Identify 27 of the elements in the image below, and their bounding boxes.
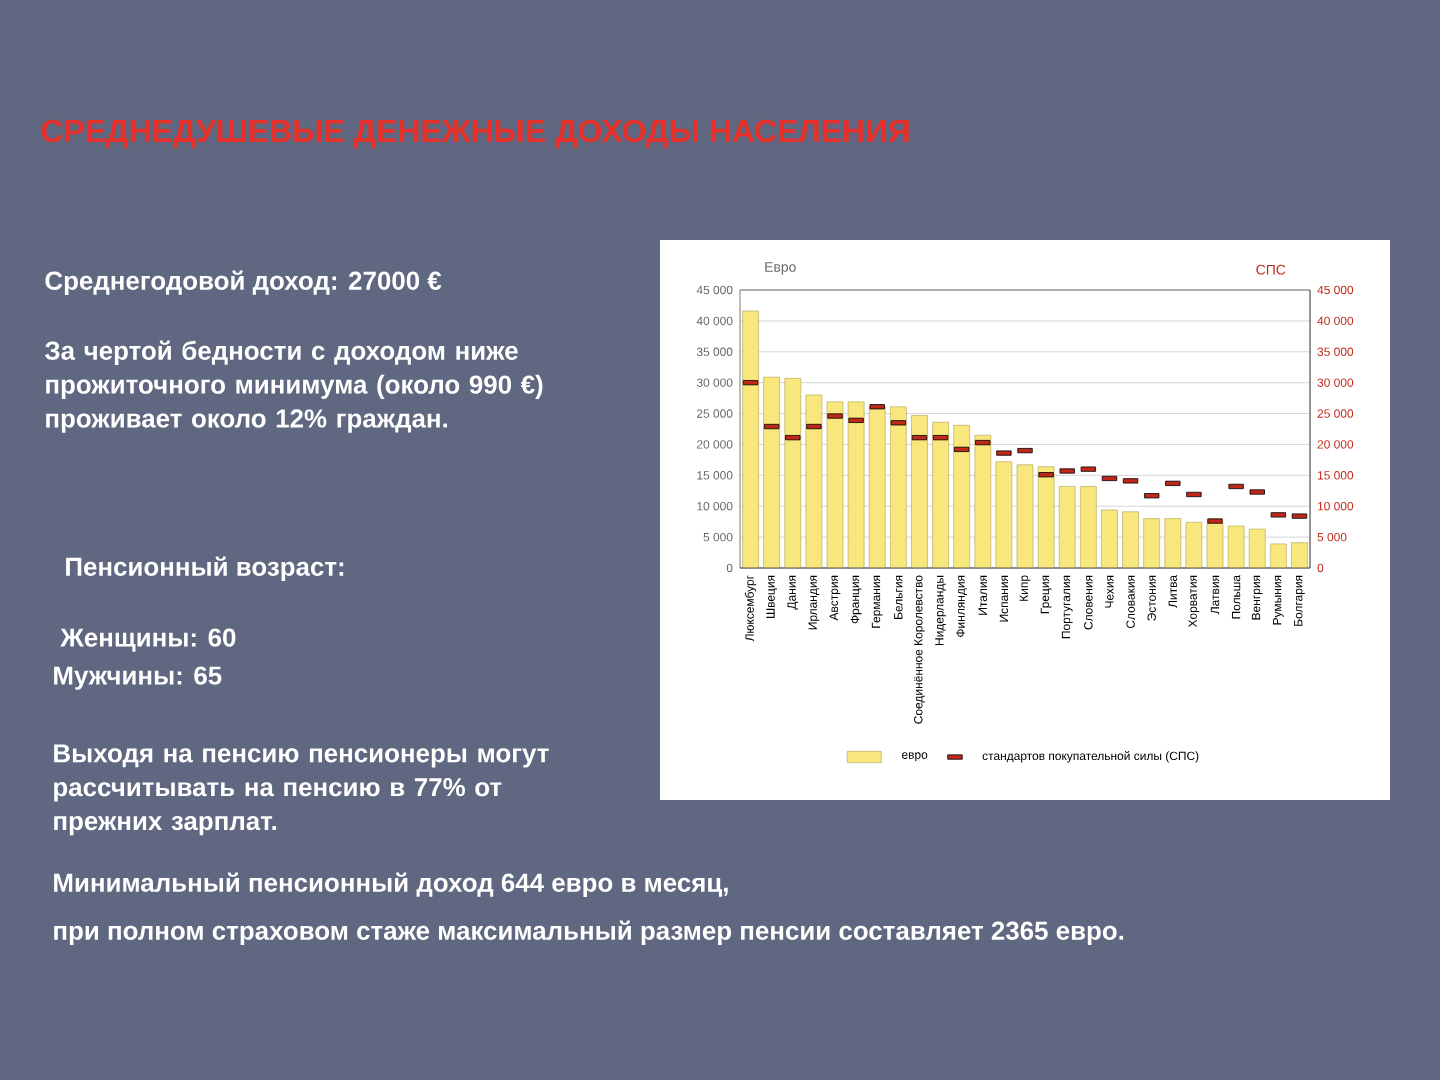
text: Выходя на пенсию пенсионеры могут рассчитывать на пенсию в 77% от прежних зарплат. <box>54 744 549 836</box>
bar <box>1143 518 1160 568</box>
bar <box>763 376 780 568</box>
text: Женщины: 60 <box>60 628 236 652</box>
bar <box>932 421 949 568</box>
bar <box>974 434 992 568</box>
bar <box>1291 542 1308 568</box>
bar <box>784 378 802 568</box>
bar <box>1101 509 1118 568</box>
text: Минимальный пенсионный доход 644 евро в месяц, <box>54 872 728 898</box>
bar <box>890 406 907 568</box>
bar <box>953 424 970 568</box>
bar <box>1248 528 1266 568</box>
bar <box>742 310 759 568</box>
text: Среднегодовой доход: 27000 € <box>45 270 442 296</box>
text: За чертой бедности с доходом ниже прожиточного минимума (около 990 €) проживает около 12% граждан. <box>44 340 543 433</box>
bar <box>1270 543 1287 568</box>
bar <box>868 406 886 568</box>
bar <box>911 415 928 568</box>
bar <box>1164 518 1182 568</box>
bar <box>1080 486 1097 568</box>
text: Мужчины: 65 <box>54 666 222 690</box>
bar <box>1122 511 1139 568</box>
bar <box>1058 486 1076 568</box>
text: СРЕДНЕДУШЕВЫЕ ДЕНЕЖНЫЕ ДОХОДЫ НАСЕЛЕНИЯ <box>41 119 909 149</box>
text: Пенсионный возраст: <box>66 556 344 582</box>
text: при полном страховом стаже максимальный размер пенсии составляет 2365 евро. <box>54 920 1124 946</box>
